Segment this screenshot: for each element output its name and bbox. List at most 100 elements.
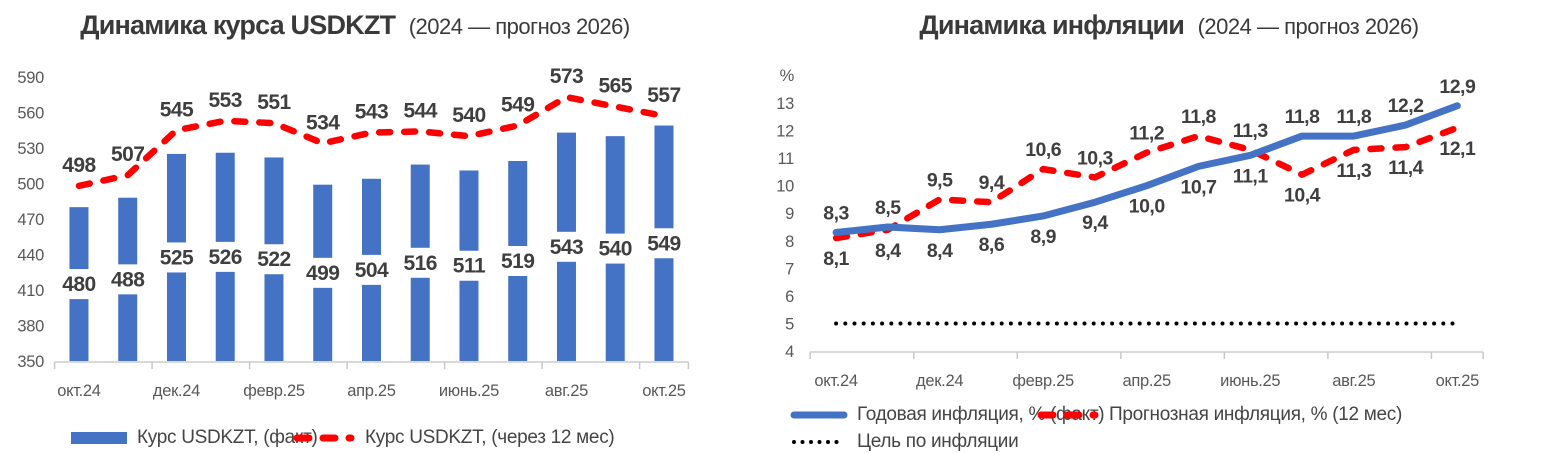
forecast-value-label: 11,4: [1388, 157, 1424, 179]
bar-value-label-bg: [153, 242, 200, 273]
fact-value-label: 12,2: [1388, 95, 1425, 117]
x-axis-label: апр.25: [347, 382, 396, 400]
y-axis-label: 4: [785, 343, 794, 361]
bar-value-label-bg: [494, 246, 541, 277]
bar-value-label-bg: [104, 264, 151, 295]
x-axis-label: авг.25: [545, 382, 588, 400]
bar-series-swatch: [71, 432, 127, 444]
y-axis-label: 6: [785, 288, 794, 306]
forecast-value-label: 11,8: [1181, 106, 1217, 128]
legend-label: Прогнозная инфляция, % (12 мес): [1109, 404, 1403, 425]
forecast-value-label: 11,3: [1233, 120, 1269, 142]
left-chart-title: Динамика курса USDKZT (2024 — прогноз 20…: [0, 10, 710, 41]
x-axis-label: апр.25: [1122, 372, 1171, 390]
forecast-value-label: 10,3: [1077, 147, 1114, 169]
forecast-value-label: 12,1: [1439, 138, 1476, 160]
forecast-value-label: 507: [111, 143, 145, 166]
forecast-value-label: 549: [501, 94, 535, 117]
bar-value-label-bg: [592, 233, 639, 264]
y-axis-label: 13: [776, 95, 794, 113]
bar-value-label-bg: [299, 257, 346, 288]
left-chart-title-main: Динамика курса USDKZT: [80, 10, 396, 40]
x-axis-label: авг.25: [1332, 372, 1375, 390]
fact-value-label: 10,7: [1180, 176, 1216, 198]
y-axis-label: 7: [785, 260, 794, 278]
x-axis-label: окт.24: [57, 382, 101, 400]
dotted-line-swatch: [792, 440, 846, 444]
bar-value-label: 526: [208, 246, 242, 269]
dashed-line-swatch: [1037, 411, 1099, 419]
bar-value-label: 488: [111, 268, 145, 291]
fact-value-label: 10,0: [1129, 196, 1166, 218]
bar-value-label-bg: [397, 247, 444, 278]
forecast-value-label: 551: [257, 91, 291, 114]
bar-value-label: 480: [62, 273, 96, 296]
legend-item-inflation-fact: Годовая инфляция, % (факт): [790, 404, 1105, 426]
x-axis-label: окт.25: [1436, 372, 1480, 390]
fact-value-label: 11,8: [1336, 106, 1372, 128]
legend-item-usdkzt-forecast: Курс USDKZT, (через 12 мес): [292, 427, 615, 449]
x-axis-label: февр.25: [243, 382, 305, 400]
forecast-value-label: 545: [160, 98, 194, 121]
y-axis-label: 380: [17, 318, 44, 336]
fact-value-label: 8,6: [979, 234, 1005, 256]
y-axis-label: 350: [17, 353, 44, 371]
inflation-chart-canvas: 4 5 6 7 8 9 10 11 12 13% окт.24 дек.24 февр.25 апр.25…: [776, 67, 1484, 390]
fact-value-label: 11,1: [1233, 165, 1269, 187]
legend-label: Курс USDKZT, (через 12 мес): [365, 427, 615, 448]
bar-value-label: 504: [355, 259, 389, 282]
bar-value-label: 519: [501, 250, 535, 273]
legend-item-inflation-target: Цель по инфляции: [790, 431, 1019, 453]
dashed-line-swatch: [293, 434, 355, 442]
bar-value-label: 549: [647, 232, 681, 255]
x-axis-label: июнь.25: [439, 382, 499, 400]
y-axis-label: 5: [785, 315, 794, 333]
forecast-value-label: 9,5: [927, 169, 953, 191]
forecast-value-label: 8,4: [875, 240, 901, 262]
forecast-value-label: 10,4: [1284, 185, 1321, 207]
forecast-value-label: 11,3: [1336, 160, 1372, 182]
fact-line: [832, 102, 1461, 237]
bar-value-label: 511: [453, 255, 486, 278]
y-axis-label: 530: [17, 140, 44, 158]
y-axis-label: 12: [776, 123, 794, 141]
y-axis-label: 590: [17, 69, 44, 87]
forecast-value-label: 565: [598, 75, 632, 98]
bar-value-label-bg: [543, 231, 590, 262]
forecast-value-label: 9,4: [979, 172, 1005, 194]
y-axis-unit: %: [780, 67, 795, 85]
x-axis-label: окт.24: [814, 372, 858, 390]
forecast-value-label: 8,1: [823, 248, 849, 270]
y-axis-label: 11: [777, 150, 794, 168]
fact-value-label: 8,9: [1030, 226, 1056, 248]
bar-value-label: 543: [550, 236, 584, 259]
forecast-value-label: 540: [452, 104, 486, 127]
bar-value-label: 525: [160, 246, 194, 269]
forecast-value-label: 11,2: [1129, 123, 1165, 145]
y-axis-label: 560: [17, 105, 44, 123]
forecast-value-label: 557: [647, 84, 681, 107]
forecast-value-label: 573: [550, 65, 584, 88]
forecast-value-label: 544: [403, 99, 437, 122]
x-axis-label: июнь.25: [1220, 372, 1280, 390]
legend-label: Годовая инфляция, % (факт): [857, 404, 1105, 425]
bar-series-swatch-rect: [71, 432, 127, 444]
bar-value-label-bg: [640, 228, 687, 259]
right-chart-title-main: Динамика инфляции: [919, 10, 1185, 40]
forecast-line: [832, 124, 1461, 242]
forecast-value-label: 553: [208, 89, 242, 112]
bar-value-label: 516: [403, 252, 437, 275]
x-axis-label: дек.24: [916, 372, 963, 390]
legend-label: Курс USDKZT, (факт): [137, 427, 318, 448]
bar-value-label-bg: [250, 244, 297, 275]
legend-item-usdkzt-fact: Курс USDKZT, (факт): [70, 427, 318, 449]
x-axis-label: дек.24: [153, 382, 200, 400]
bar-value-label-bg: [202, 241, 249, 272]
fact-value-label: 9,4: [1082, 212, 1108, 234]
y-axis-label: 9: [785, 205, 794, 223]
y-axis-label: 470: [17, 211, 44, 229]
bar-value-label: 522: [257, 248, 291, 271]
bar-value-label: 540: [598, 238, 632, 261]
y-axis-label: 8: [785, 233, 794, 251]
